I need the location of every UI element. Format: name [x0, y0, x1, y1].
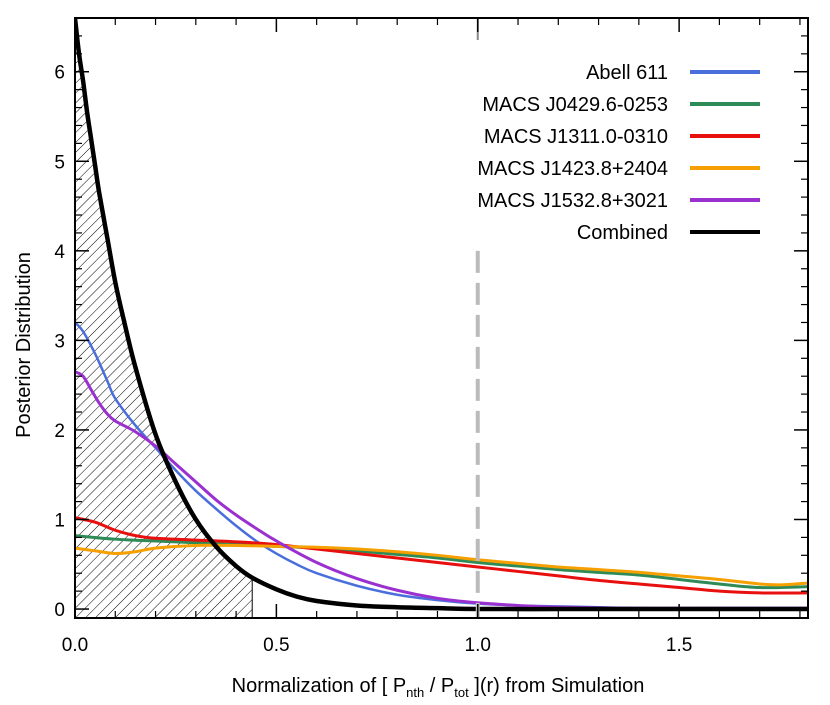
series-line-macs-j1423-8-2404	[75, 543, 808, 587]
x-tick-label: 1.0	[465, 635, 491, 656]
x-tick-label: 0.0	[62, 635, 88, 656]
x-axis-title-sub-tot: tot	[454, 685, 469, 700]
plot-frame	[74, 17, 809, 619]
x-axis-title-sub-nth: nth	[406, 685, 424, 700]
y-tick-label: 0	[54, 600, 65, 621]
series-line-macs-j1532-8-3021	[75, 370, 808, 610]
series-line-macs-j0429-6-0253	[75, 534, 808, 590]
legend-label-macs-j1311-0-0310: MACS J1311.0-0310	[484, 126, 668, 148]
legend-label-combined: Combined	[577, 222, 668, 244]
x-axis-title-prefix: Normalization of [ P	[232, 675, 407, 697]
y-axis-title: Posterior Distribution	[13, 252, 35, 438]
y-tick-label: 5	[54, 152, 65, 173]
hatched-region	[75, 18, 253, 618]
legend-label-macs-j1423-8-2404: MACS J1423.8+2404	[477, 158, 668, 180]
legend-label-abell-611: Abell 611	[586, 62, 668, 84]
y-tick-label: 2	[54, 421, 65, 442]
x-tick-label: 1.5	[666, 635, 692, 656]
x-axis-title: Normalization of [ Pnth / Ptot ](r) from…	[232, 675, 645, 700]
axis-ticks: 0 1 2 3 4 5 6 0.0 0.5 1.0 1.5	[54, 18, 808, 656]
legend-label-macs-j1532-8-3021: MACS J1532.8+3021	[477, 190, 668, 212]
legend-label-macs-j0429-6-0253: MACS J0429.6-0253	[482, 94, 668, 116]
x-axis-title-suffix: ](r) from Simulation	[469, 675, 645, 697]
y-tick-label: 3	[54, 331, 65, 352]
legend: Abell 611 MACS J0429.6-0253 MACS J1311.0-0…	[477, 62, 760, 244]
series-lines	[75, 18, 808, 612]
y-tick-label: 6	[54, 63, 65, 84]
plot-border	[74, 17, 809, 619]
y-tick-label: 1	[54, 510, 65, 531]
y-tick-label: 4	[54, 242, 65, 263]
x-axis-title-middle: / P	[424, 675, 454, 697]
series-line-macs-j1311-0-0310	[75, 516, 808, 595]
excluded-region-hatch	[75, 18, 253, 618]
x-tick-label: 0.5	[263, 635, 289, 656]
